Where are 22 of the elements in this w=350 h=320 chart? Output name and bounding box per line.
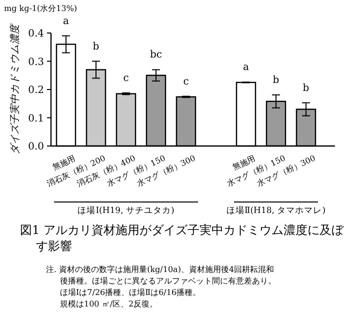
annotation: a [243, 62, 250, 74]
text: ほ場Ⅱ(H18, タマホマレ) [226, 205, 326, 216]
y-tick-label: 0.2 [28, 85, 44, 96]
text: mg kg-1(水分13%) [4, 4, 78, 13]
y-axis-title: ダイズ子実中カドミウム濃度 [9, 22, 21, 154]
text: 図1 アルカリ資材施用がダイズ子実中カドミウム濃度に及ぼす影響 [20, 222, 345, 254]
y-tick-label: 0.3 [28, 56, 44, 68]
annotation: b [92, 41, 100, 52]
text: a [63, 16, 70, 27]
text: 注. 資材の後の数字は施用量(kg/10a)、資材施用後4回耕耘混和 [46, 265, 274, 274]
text: ほ場Ⅰは7/26播種、ほ場Ⅱは6/16播種。 [60, 288, 201, 297]
text: ほ場Ⅰ(H19, サチユタカ) [78, 205, 174, 216]
annotation: c [123, 72, 130, 84]
annotation: b [272, 74, 280, 86]
annotation: bc [150, 50, 162, 61]
annotation: b [302, 82, 310, 94]
y-tick-label: 0.0 [28, 142, 44, 152]
y-tick-label: 0.4 [28, 28, 44, 40]
annotation: c [183, 76, 190, 88]
text: 規模は100 ㎡/区、2反復。 [60, 300, 158, 308]
text: 後播種。ほ場ごとに異なるアルファベット間に有意差あり。 [60, 276, 276, 286]
y-tick-label: 0.1 [28, 113, 44, 124]
